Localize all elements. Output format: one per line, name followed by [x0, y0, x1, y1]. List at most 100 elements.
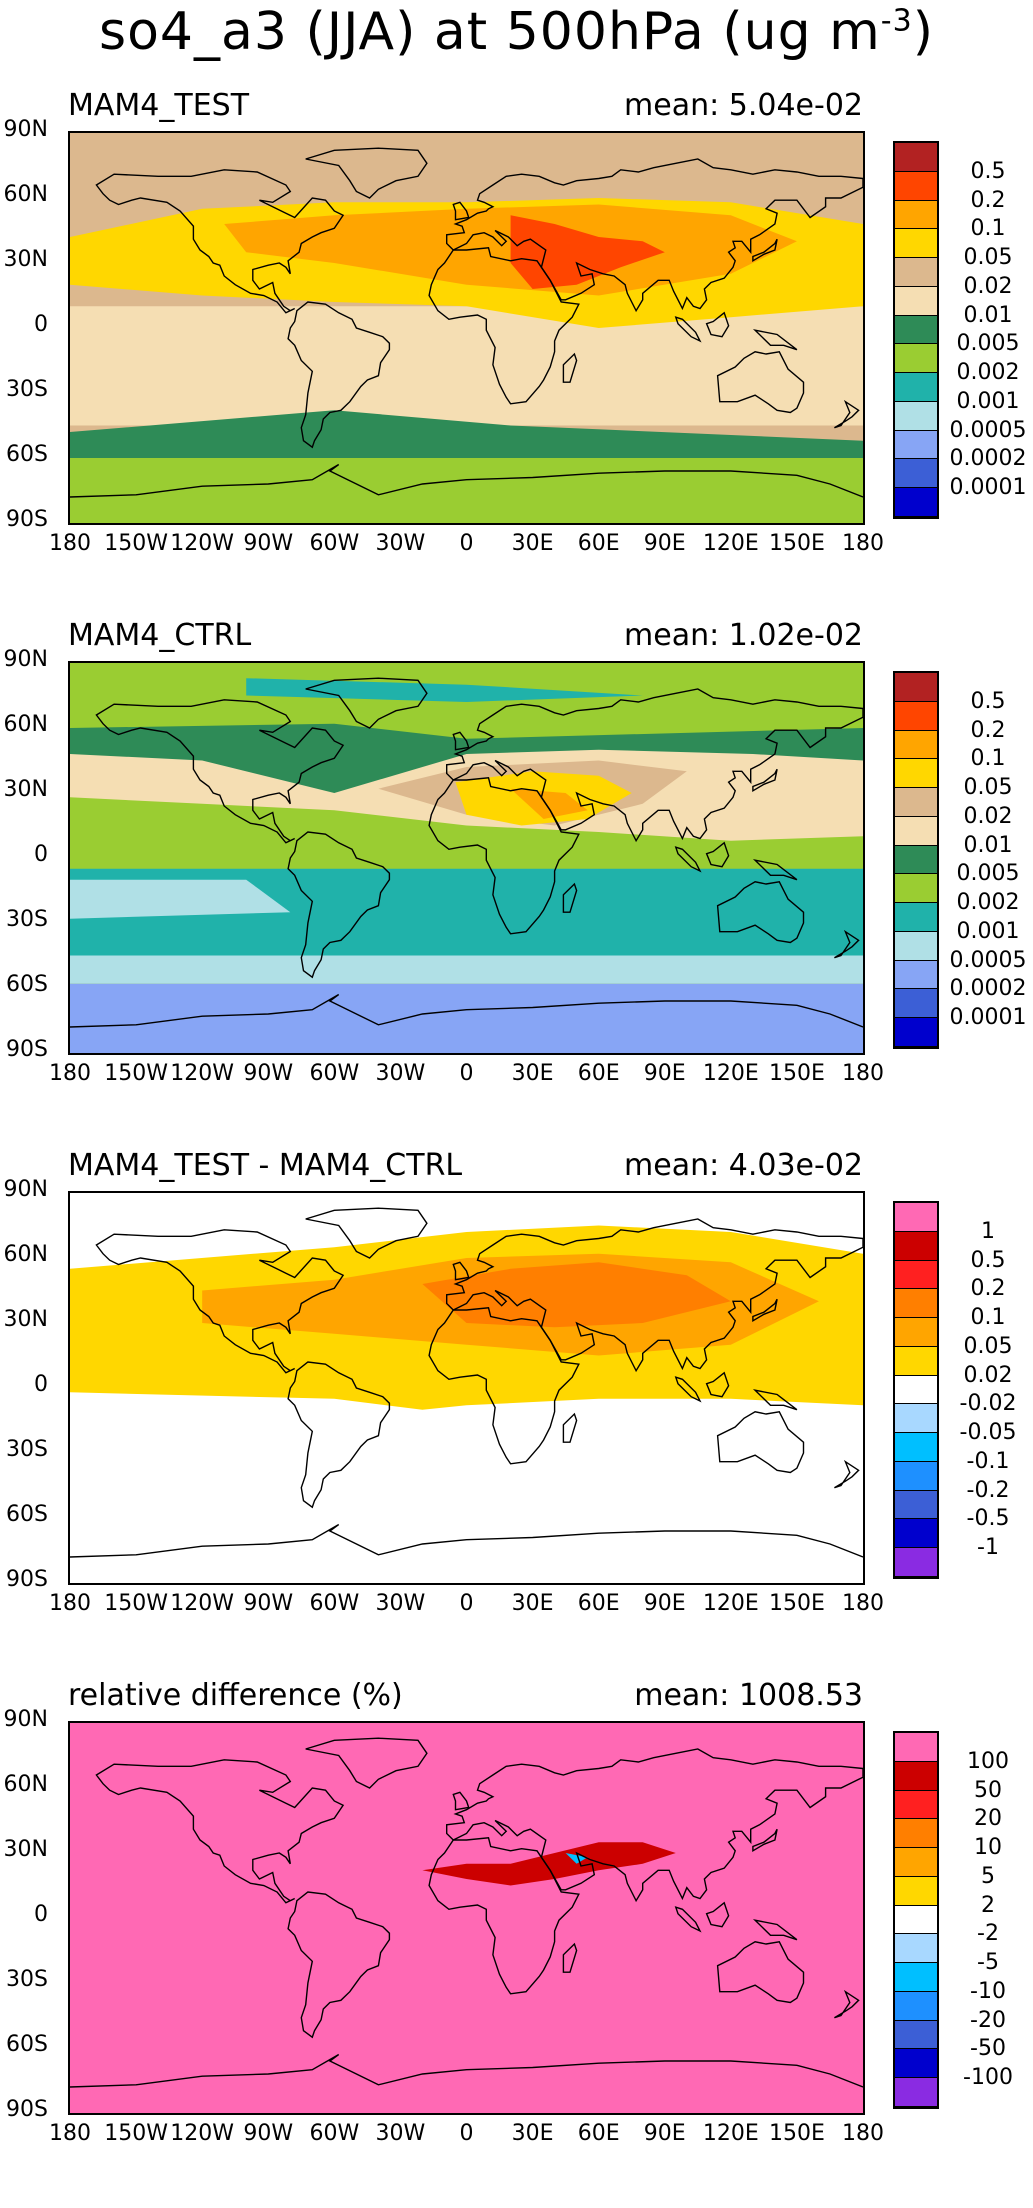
field-contour-1 — [70, 410, 863, 458]
colorbar-swatch — [895, 401, 937, 431]
longitude-tick-label: 90E — [643, 1061, 686, 1086]
coastline-borneo — [705, 841, 730, 868]
panel-mean: mean: 1008.53 — [634, 1678, 863, 1713]
colorbar-swatch — [895, 1289, 937, 1319]
longitude-tick-label: 30E — [511, 2121, 554, 2146]
colorbar-label: 0.002 — [956, 890, 1020, 916]
latitude-tick-label: 90S — [6, 507, 48, 532]
colorbar-swatch — [895, 903, 937, 932]
panel-name: MAM4_TEST — [68, 88, 250, 123]
colorbar — [893, 1731, 939, 2109]
coastline-borneo — [705, 311, 730, 338]
field-contour-3 — [70, 955, 863, 984]
colorbar-label: 0.1 — [970, 746, 1006, 772]
colorbar-swatch — [895, 1848, 937, 1877]
field-contour-1 — [70, 868, 863, 956]
field-contour-5 — [510, 215, 665, 289]
colorbar-swatch — [895, 874, 937, 904]
colorbar-swatch — [895, 1490, 937, 1520]
coastline-greenland — [305, 147, 428, 199]
coastline-antarctica — [70, 993, 863, 1028]
colorbar-label: -20 — [970, 2007, 1006, 2033]
longitude-tick-label: 30W — [375, 1061, 426, 1086]
field-contour-2 — [70, 879, 291, 919]
colorbar-label: 0.01 — [963, 302, 1013, 328]
coastline-north-america — [95, 1759, 345, 1904]
colorbar-swatch — [895, 1318, 937, 1347]
longitude-tick-label: 90W — [243, 1061, 294, 1086]
colorbar-label: 0.001 — [956, 388, 1020, 414]
longitude-tick-label: 30E — [511, 1591, 554, 1616]
coastline-new-zealand — [834, 929, 860, 959]
longitude-tick-label: 150W — [104, 2121, 168, 2146]
longitude-tick-label: 150W — [104, 1591, 168, 1616]
longitude-tick-label: 90E — [643, 531, 686, 556]
colorbar-swatch — [895, 1548, 937, 1577]
colorbar-label: 0.005 — [956, 861, 1020, 887]
coastline-british-isles — [452, 1791, 470, 1811]
colorbar-swatch — [895, 1934, 937, 1964]
colorbar-swatch — [895, 1819, 937, 1849]
colorbar-label: -50 — [970, 2036, 1006, 2062]
field-contour-4 — [202, 1210, 423, 1237]
field-contour-5 — [246, 678, 643, 702]
colorbar-label: 0.5 — [970, 158, 1006, 184]
field-contour-1 — [565, 1853, 588, 1864]
colorbar-label: 0.5 — [970, 1247, 1006, 1273]
panel-name: relative difference (%) — [68, 1678, 403, 1713]
longitude-tick-label: 180 — [842, 531, 884, 556]
colorbar-swatch — [895, 200, 937, 230]
latitude-tick-label: 30S — [6, 907, 48, 932]
colorbar-label: 0.0001 — [949, 475, 1027, 501]
colorbar-swatch — [895, 229, 937, 259]
latitude-tick-label: 60N — [3, 182, 48, 207]
latitude-tick-label: 30S — [6, 1967, 48, 1992]
longitude-tick-label: 180 — [49, 1591, 91, 1616]
field-contour-2 — [422, 1262, 731, 1328]
colorbar-label: -10 — [970, 1978, 1006, 2004]
colorbar-swatch — [895, 258, 937, 287]
colorbar-swatch — [895, 1433, 937, 1462]
colorbar-label: -0.05 — [959, 1420, 1017, 1446]
colorbar-label: -0.5 — [966, 1506, 1010, 1532]
latitude-tick-label: 60N — [3, 1242, 48, 1267]
coastline-japan — [752, 238, 778, 263]
longitude-tick-label: 30E — [511, 1061, 554, 1086]
figure-title: so4_a3 (JJA) at 500hPa (ug m-3) — [0, 2, 1033, 62]
latitude-tick-label: 30N — [3, 1307, 48, 1332]
map-svg — [70, 1193, 863, 1583]
latitude-tick-label: 0 — [34, 1372, 48, 1397]
coastline-africa — [428, 1837, 580, 1995]
map-svg — [70, 663, 863, 1053]
colorbar-label: 0.0002 — [949, 446, 1027, 472]
longitude-tick-label: 60W — [309, 2121, 360, 2146]
longitude-tick-label: 180 — [842, 1591, 884, 1616]
latitude-tick-label: 0 — [34, 842, 48, 867]
coastline-sumatra — [674, 1906, 702, 1933]
latitude-tick-label: 90S — [6, 2097, 48, 2122]
latitude-tick-label: 90S — [6, 1037, 48, 1062]
longitude-tick-label: 30W — [375, 531, 426, 556]
longitude-tick-label: 30W — [375, 2121, 426, 2146]
colorbar-swatch — [895, 1963, 937, 1992]
colorbar-label: 0.02 — [963, 1362, 1013, 1388]
coastline-greenland — [305, 1207, 428, 1259]
colorbar-swatch — [895, 1905, 937, 1935]
colorbar-swatch — [895, 960, 937, 990]
longitude-tick-label: 120E — [702, 1591, 759, 1616]
longitude-tick-label: 60E — [577, 2121, 620, 2146]
panel-mean: mean: 4.03e-02 — [624, 1148, 863, 1183]
colorbar-label: 0.2 — [970, 717, 1006, 743]
colorbar-swatch — [895, 1876, 937, 1906]
colorbar-label: 1 — [981, 1218, 995, 1244]
longitude-tick-label: 30W — [375, 1591, 426, 1616]
field-contour-0 — [70, 306, 863, 426]
colorbar-swatch — [895, 2049, 937, 2079]
colorbar-label: 0.0005 — [949, 947, 1027, 973]
panel-name: MAM4_TEST - MAM4_CTRL — [68, 1148, 463, 1183]
colorbar-label: -100 — [963, 2065, 1013, 2091]
colorbar-swatch — [895, 459, 937, 489]
longitude-tick-label: 90E — [643, 2121, 686, 2146]
colorbar-swatch — [895, 488, 937, 517]
colorbar-label: 20 — [974, 1806, 1002, 1832]
